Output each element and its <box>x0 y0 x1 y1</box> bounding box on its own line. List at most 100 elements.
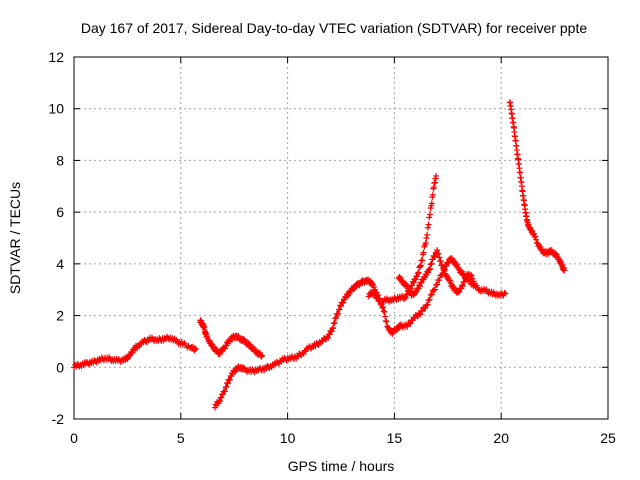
y-tick-label: 6 <box>56 204 64 220</box>
plot-frame <box>73 56 609 420</box>
data-point <box>459 282 466 289</box>
x-tick-label: 5 <box>177 430 185 446</box>
data-point <box>414 270 421 277</box>
data-point <box>415 269 422 276</box>
data-point <box>226 376 233 383</box>
data-point <box>425 297 432 304</box>
data-point <box>414 273 421 280</box>
y-tick-label: 4 <box>56 256 64 272</box>
data-point <box>423 302 430 309</box>
data-point <box>428 200 435 207</box>
data-point <box>456 288 463 295</box>
x-tick-label: 25 <box>600 430 616 446</box>
data-point <box>258 353 265 360</box>
data-point <box>461 278 468 285</box>
data-point <box>374 294 381 301</box>
data-point <box>404 291 411 298</box>
data-point <box>502 290 509 297</box>
data-point <box>216 398 223 405</box>
y-tick-label: 0 <box>56 359 64 375</box>
series-seg3 <box>211 255 509 411</box>
data-point <box>380 308 387 315</box>
data-point <box>435 250 442 257</box>
data-point <box>333 314 340 321</box>
data-point <box>412 276 419 283</box>
data-point <box>433 172 440 179</box>
x-tick-label: 15 <box>387 430 403 446</box>
data-point <box>258 352 265 359</box>
data-point <box>425 221 432 228</box>
data-point <box>382 313 389 320</box>
data-point <box>420 249 427 256</box>
series-seg5 <box>395 247 479 299</box>
data-point <box>219 391 226 398</box>
data-point <box>410 279 417 286</box>
y-tick-labels: -2 0 2 4 6 8 10 12 <box>48 49 64 427</box>
data-point <box>417 311 424 318</box>
data-point <box>330 324 337 331</box>
data-point <box>427 292 434 299</box>
data-point <box>434 281 441 288</box>
data-point <box>417 262 424 269</box>
data-point <box>224 380 231 387</box>
data-point <box>532 233 539 240</box>
data-point <box>431 286 438 293</box>
series-seg2 <box>197 317 265 360</box>
data-point <box>561 267 568 274</box>
data-point <box>221 388 228 395</box>
y-tick-label: 12 <box>48 49 64 65</box>
data-point <box>424 301 431 308</box>
data-point <box>437 257 444 264</box>
data-point <box>329 325 336 332</box>
data-point <box>192 345 199 352</box>
data-point <box>335 310 342 317</box>
data-point <box>533 236 540 243</box>
data-point <box>192 346 199 353</box>
grid <box>74 57 608 419</box>
data-point <box>426 214 433 221</box>
data-point <box>427 261 434 268</box>
chart-title: Day 167 of 2017, Sidereal Day-to-day VTE… <box>81 20 588 36</box>
data-point <box>427 211 433 218</box>
data-point <box>429 256 436 263</box>
data-point <box>429 191 436 198</box>
data-point <box>428 260 435 267</box>
series-seg1 <box>71 333 199 371</box>
data-point <box>325 334 332 341</box>
data-point <box>402 294 409 301</box>
data-point <box>419 257 426 264</box>
data-point <box>459 283 466 290</box>
data-point <box>422 239 429 246</box>
data-point <box>440 264 447 271</box>
series-seg6 <box>506 99 568 274</box>
data-point <box>419 308 426 315</box>
data-point <box>430 287 437 294</box>
data-point <box>404 323 411 330</box>
data-point <box>441 267 448 274</box>
data-series <box>71 99 568 411</box>
x-axis-label: GPS time / hours <box>288 458 395 474</box>
data-point <box>204 332 211 339</box>
data-point <box>418 279 425 286</box>
data-point <box>326 331 333 338</box>
data-point <box>471 280 478 287</box>
x-tick-label: 10 <box>280 430 296 446</box>
series-seg4 <box>365 172 440 307</box>
data-point <box>428 291 435 298</box>
data-point <box>436 277 443 284</box>
data-point <box>422 305 429 312</box>
data-point <box>426 296 433 303</box>
data-point <box>340 299 347 306</box>
y-tick-label: 8 <box>56 152 64 168</box>
data-point <box>468 272 475 279</box>
data-point <box>328 328 335 335</box>
x-tick-label: 20 <box>493 430 509 446</box>
data-point <box>433 282 440 289</box>
data-point <box>404 282 411 289</box>
x-tick-label: 0 <box>70 430 78 446</box>
data-point <box>446 277 453 284</box>
y-tick-label: 2 <box>56 308 64 324</box>
data-point <box>218 394 225 401</box>
data-point <box>434 247 441 254</box>
